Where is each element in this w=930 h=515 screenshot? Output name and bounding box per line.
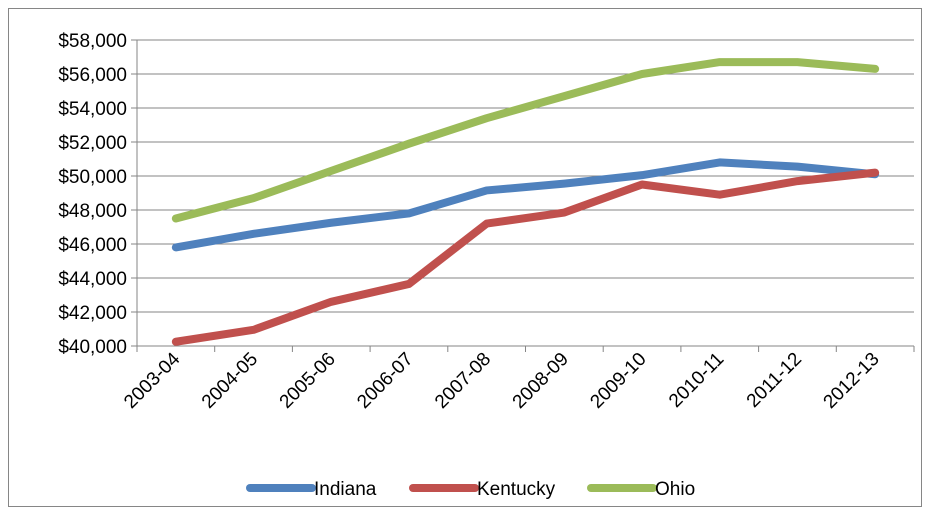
series-lines bbox=[171, 58, 880, 346]
x-tick-label: 2007-08 bbox=[431, 349, 495, 413]
x-tick-label: 2009-10 bbox=[586, 349, 650, 413]
y-tick-label: $44,000 bbox=[58, 269, 127, 290]
x-tick-label: 2008-09 bbox=[509, 349, 573, 413]
x-tick-label: 2010-11 bbox=[665, 349, 728, 412]
x-tick-label: 2006-07 bbox=[353, 349, 417, 413]
y-tick-label: $48,000 bbox=[58, 201, 127, 222]
y-tick-label: $52,000 bbox=[58, 133, 127, 154]
x-tick-label: 2004-05 bbox=[198, 349, 262, 413]
gridlines bbox=[137, 39, 914, 313]
series-line-indiana bbox=[171, 158, 880, 252]
tick-labels: $40,000 $42,000 $44,000 $46,000 $48,000 $50,0… bbox=[58, 31, 883, 413]
x-tick-label: 2005-06 bbox=[276, 349, 340, 413]
legend-label-kentucky: Kentucky bbox=[477, 479, 556, 500]
x-tick-label: 2012-13 bbox=[820, 349, 884, 413]
chart-frame bbox=[8, 8, 922, 507]
y-tick-label: $42,000 bbox=[58, 303, 127, 324]
y-tick-label: $50,000 bbox=[58, 167, 127, 188]
y-tick-label: $46,000 bbox=[58, 235, 127, 256]
x-tick-label: 2003-04 bbox=[120, 348, 184, 412]
y-tick-label: $40,000 bbox=[58, 337, 127, 358]
y-tick-label: $58,000 bbox=[58, 31, 127, 52]
y-tick-label: $54,000 bbox=[58, 99, 127, 120]
legend-label-ohio: Ohio bbox=[655, 479, 695, 500]
axes bbox=[131, 39, 915, 352]
y-tick-label: $56,000 bbox=[58, 65, 127, 86]
legend: Indiana Kentucky Ohio bbox=[246, 479, 695, 500]
x-tick-label: 2011-12 bbox=[743, 349, 806, 412]
series-line-ohio bbox=[171, 58, 880, 223]
series-line-kentucky bbox=[171, 168, 880, 346]
legend-label-indiana: Indiana bbox=[314, 479, 377, 500]
